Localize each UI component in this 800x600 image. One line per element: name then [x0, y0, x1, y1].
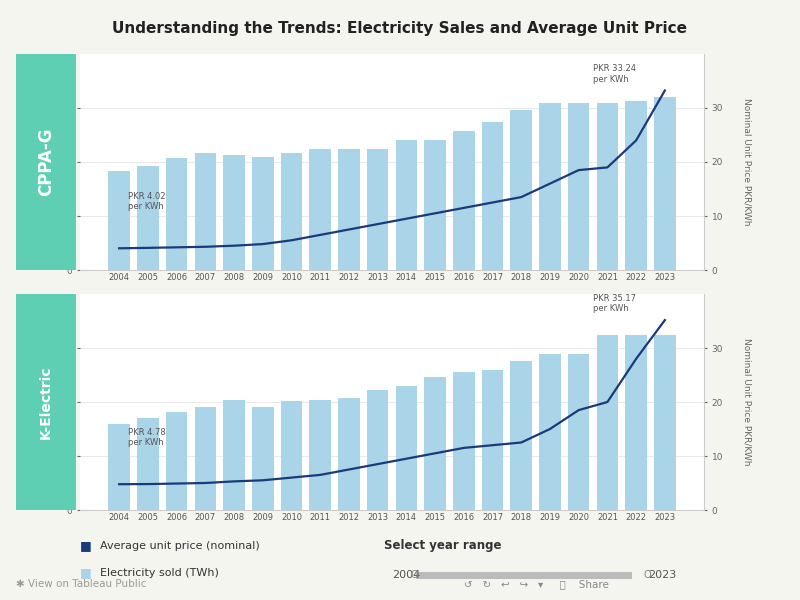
Bar [510, 110, 532, 270]
Text: Understanding the Trends: Electricity Sales and Average Unit Price: Understanding the Trends: Electricity Sa… [113, 21, 687, 36]
Bar [568, 355, 590, 510]
Bar [654, 97, 676, 270]
Bar [424, 377, 446, 510]
Bar [395, 140, 417, 270]
Bar [310, 149, 331, 270]
Text: 2023: 2023 [648, 570, 676, 580]
Bar [626, 101, 647, 270]
Y-axis label: Electricity Sold TWh: Electricity Sold TWh [46, 116, 55, 208]
Bar [194, 407, 216, 510]
Bar [539, 355, 561, 510]
Text: ↺   ↻   ↩   ↪   ▾     ⬜    Share: ↺ ↻ ↩ ↪ ▾ ⬜ Share [464, 579, 609, 589]
Text: 2004: 2004 [392, 570, 420, 580]
Text: CPPA-G: CPPA-G [37, 128, 55, 196]
Bar [252, 157, 274, 270]
Bar [367, 149, 389, 270]
Bar [194, 153, 216, 270]
Bar [568, 103, 590, 270]
Bar [137, 418, 158, 510]
Bar [597, 103, 618, 270]
Text: PKR 4.78
per KWh: PKR 4.78 per KWh [128, 428, 166, 448]
Bar [654, 335, 676, 510]
Text: Electricity sold (TWh): Electricity sold (TWh) [100, 568, 219, 578]
Bar [424, 140, 446, 270]
Bar [281, 401, 302, 510]
Bar [137, 166, 158, 270]
Text: PKR 35.17
per KWh: PKR 35.17 per KWh [593, 294, 636, 313]
Bar [310, 400, 331, 510]
Text: O: O [644, 570, 652, 580]
Bar [367, 390, 389, 510]
Text: ✱ View on Tableau Public: ✱ View on Tableau Public [16, 579, 146, 589]
Text: ■: ■ [80, 539, 92, 553]
Y-axis label: Nominal Unit Price PKR/KWh: Nominal Unit Price PKR/KWh [742, 338, 751, 466]
Bar [166, 412, 187, 510]
Text: Select year range: Select year range [384, 539, 502, 553]
Text: PKR 4.02
per KWh: PKR 4.02 per KWh [128, 192, 166, 211]
Bar [482, 122, 503, 270]
Bar [453, 372, 474, 510]
Bar [223, 400, 245, 510]
Text: Average unit price (nominal): Average unit price (nominal) [100, 541, 260, 551]
Bar [108, 424, 130, 510]
Bar [281, 153, 302, 270]
Bar [626, 335, 647, 510]
Bar [223, 155, 245, 270]
Bar [166, 158, 187, 270]
Bar [453, 131, 474, 270]
Text: PKR 33.24
per KWh: PKR 33.24 per KWh [593, 64, 636, 84]
Bar [338, 398, 360, 510]
Bar [252, 407, 274, 510]
Y-axis label: Nominal Unit Price PKR/KWh: Nominal Unit Price PKR/KWh [742, 98, 751, 226]
Text: ■: ■ [80, 566, 92, 580]
Bar [597, 335, 618, 510]
Bar [108, 171, 130, 270]
Bar [395, 386, 417, 510]
Bar [510, 361, 532, 510]
Text: O: O [410, 570, 418, 580]
Y-axis label: Electricity Sold TWh: Electricity Sold TWh [46, 356, 55, 448]
Bar [539, 103, 561, 270]
Text: K-Electric: K-Electric [39, 365, 53, 439]
Bar [482, 370, 503, 510]
Bar [338, 149, 360, 270]
